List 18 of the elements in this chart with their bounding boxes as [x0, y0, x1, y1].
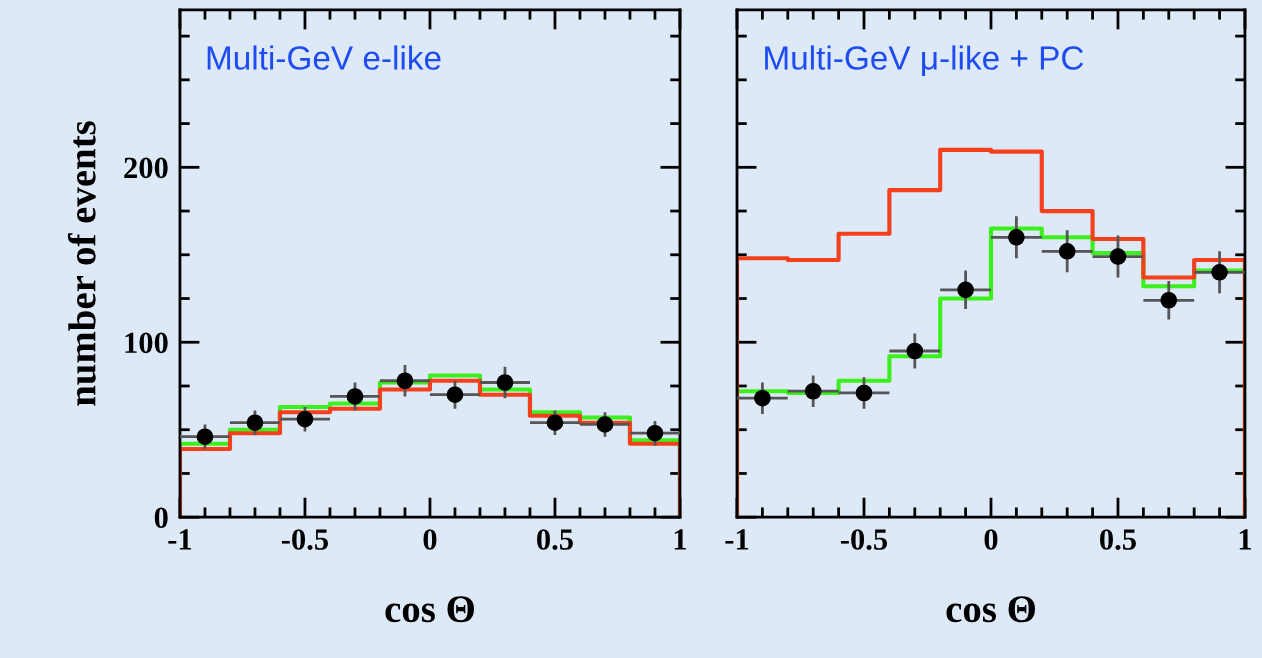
y-tick-label: 100 [125, 332, 168, 354]
x-tick-label: -1 [725, 529, 749, 550]
x-tick-label: 0.5 [1100, 529, 1136, 550]
text: Multi-GeV μ-like + PC [765, 45, 1084, 76]
x-tick-label: -1 [168, 529, 192, 550]
x-tick-label: 1 [1239, 529, 1252, 550]
x-axis-title: cos Θ [946, 596, 1035, 623]
x-tick-label: -0.5 [281, 529, 329, 550]
y-axis-title: number of events [67, 121, 96, 406]
y-tick-label: 0 [154, 507, 168, 529]
x-tick-label: 0 [423, 529, 437, 550]
x-tick-label: 1 [674, 529, 687, 550]
x-tick-label: -0.5 [840, 529, 888, 550]
x-axis-title: cos Θ [385, 596, 474, 623]
x-tick-label: 0.5 [537, 529, 573, 550]
text: Multi-GeV e-like [207, 45, 441, 70]
x-tick-label: 0 [984, 529, 998, 550]
y-tick-label: 200 [124, 157, 168, 179]
